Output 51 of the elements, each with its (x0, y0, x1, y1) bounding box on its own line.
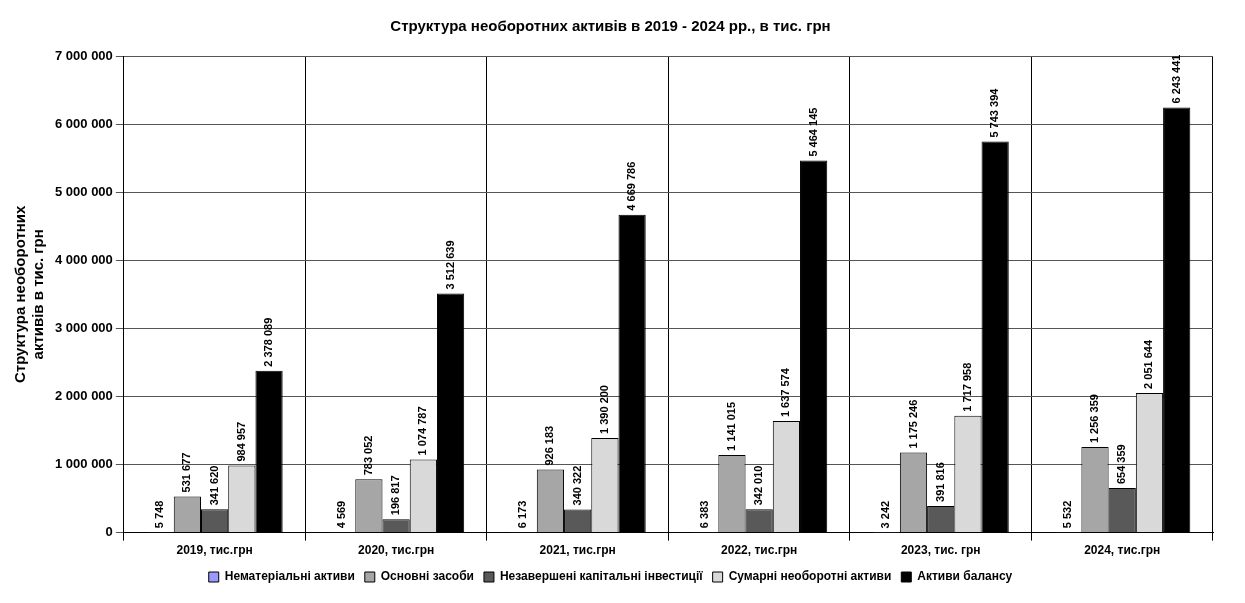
y-tick-label: 2 000 000 (54, 388, 113, 404)
data-label: 6 243 441 (1169, 54, 1182, 104)
data-label: 5 532 (1060, 500, 1073, 529)
data-label: 531 677 (180, 452, 193, 493)
data-label: 3 512 639 (443, 240, 456, 290)
data-label: 391 816 (933, 462, 946, 502)
data-label: 984 957 (234, 421, 247, 462)
y-tick-label: 0 (105, 524, 113, 540)
chart-title: Структура необоротних активів в 2019 - 2024 рр., в тис. грн (390, 17, 831, 35)
x-tick-label: 2020, тис.грн (358, 543, 435, 558)
legend-label: Сумарні необоротні активи (728, 569, 892, 584)
data-label: 1 717 958 (960, 362, 973, 412)
y-tick-label: 3 000 000 (54, 319, 113, 335)
data-label: 783 052 (361, 435, 374, 476)
data-label: 1 074 787 (416, 406, 429, 456)
legend-label: Нематеріальні активи (224, 569, 355, 584)
legend-label: Незавершені капітальні інвестиції (499, 569, 704, 584)
y-tick-label: 6 000 000 (54, 115, 113, 131)
data-label: 926 183 (543, 425, 556, 466)
y-tick-label: 7 000 000 (54, 47, 113, 63)
data-label: 341 620 (207, 465, 220, 506)
data-label: 2 051 644 (1142, 339, 1155, 389)
data-label: 6 173 (516, 500, 529, 529)
x-tick-label: 2021, тис.грн (539, 543, 616, 558)
data-label: 1 256 359 (1088, 394, 1101, 444)
data-label: 1 141 015 (724, 401, 737, 451)
legend-label: Активи балансу (917, 569, 1013, 584)
legend-label: Основні засоби (380, 569, 474, 584)
x-tick-label: 2024, тис.грн (1084, 543, 1161, 558)
data-label: 196 817 (389, 475, 402, 516)
x-tick-label: 2023, тис. грн (900, 543, 981, 558)
data-label: 1 637 574 (779, 367, 792, 418)
data-label: 654 359 (1115, 444, 1128, 485)
y-tick-label: 4 000 000 (54, 251, 113, 267)
data-label: 5 743 394 (988, 87, 1001, 138)
data-label: 1 390 200 (597, 385, 610, 434)
data-label: 342 010 (752, 465, 765, 506)
data-label: 5 464 145 (806, 107, 819, 157)
data-label: 4 569 (334, 500, 347, 529)
data-label: 2 378 089 (262, 317, 275, 367)
x-tick-label: 2019, тис.грн (176, 543, 253, 558)
y-tick-label: 1 000 000 (54, 456, 113, 472)
y-tick-label: 5 000 000 (54, 183, 113, 199)
data-label: 3 242 (879, 500, 892, 529)
data-label: 6 383 (697, 500, 710, 529)
data-label: 1 175 246 (906, 399, 919, 449)
y-axis-title: Структура необоротних активів в тис. грн (11, 204, 47, 384)
data-label: 5 748 (153, 500, 166, 529)
data-label: 4 669 786 (625, 161, 638, 211)
data-label: 340 322 (570, 465, 583, 506)
x-tick-label: 2022, тис.грн (721, 543, 798, 558)
